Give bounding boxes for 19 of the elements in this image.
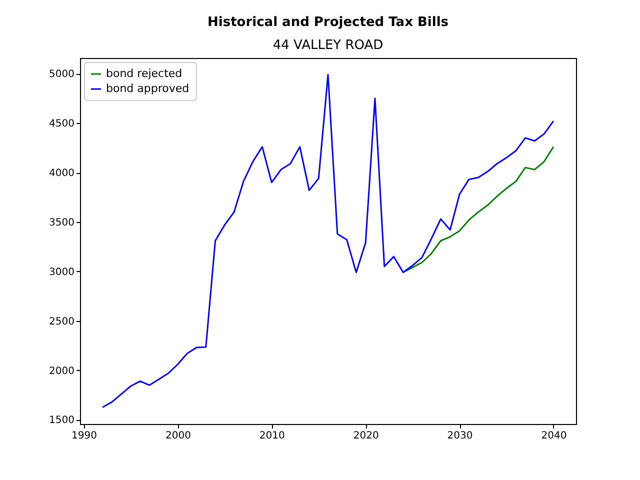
x-tick-label: 2000 — [165, 430, 191, 442]
line-series — [402, 146, 554, 274]
y-tick-label: 4000 — [49, 168, 74, 180]
x-tick-label: 2030 — [447, 430, 473, 442]
x-tick-label: 2010 — [259, 430, 285, 442]
y-tick-label: 2000 — [49, 366, 74, 377]
x-tick-label: 2020 — [353, 430, 379, 442]
x-tick-label: 2040 — [541, 430, 567, 442]
chart-title: Historical and Projected Tax Bills — [207, 15, 449, 30]
chart-subtitle: 44 VALLEY ROAD — [272, 38, 384, 53]
x-tick-label: 1990 — [72, 430, 97, 442]
y-tick-label: 3500 — [49, 217, 74, 228]
y-tick-label: 5000 — [49, 69, 74, 80]
y-tick-label: 4500 — [49, 118, 74, 130]
legend-label: bond rejected — [106, 67, 182, 80]
y-tick-label: 1500 — [49, 415, 74, 426]
y-tick-label: 3000 — [49, 266, 74, 278]
legend-label: bond approved — [106, 82, 190, 95]
y-tick-label: 2500 — [49, 316, 74, 328]
